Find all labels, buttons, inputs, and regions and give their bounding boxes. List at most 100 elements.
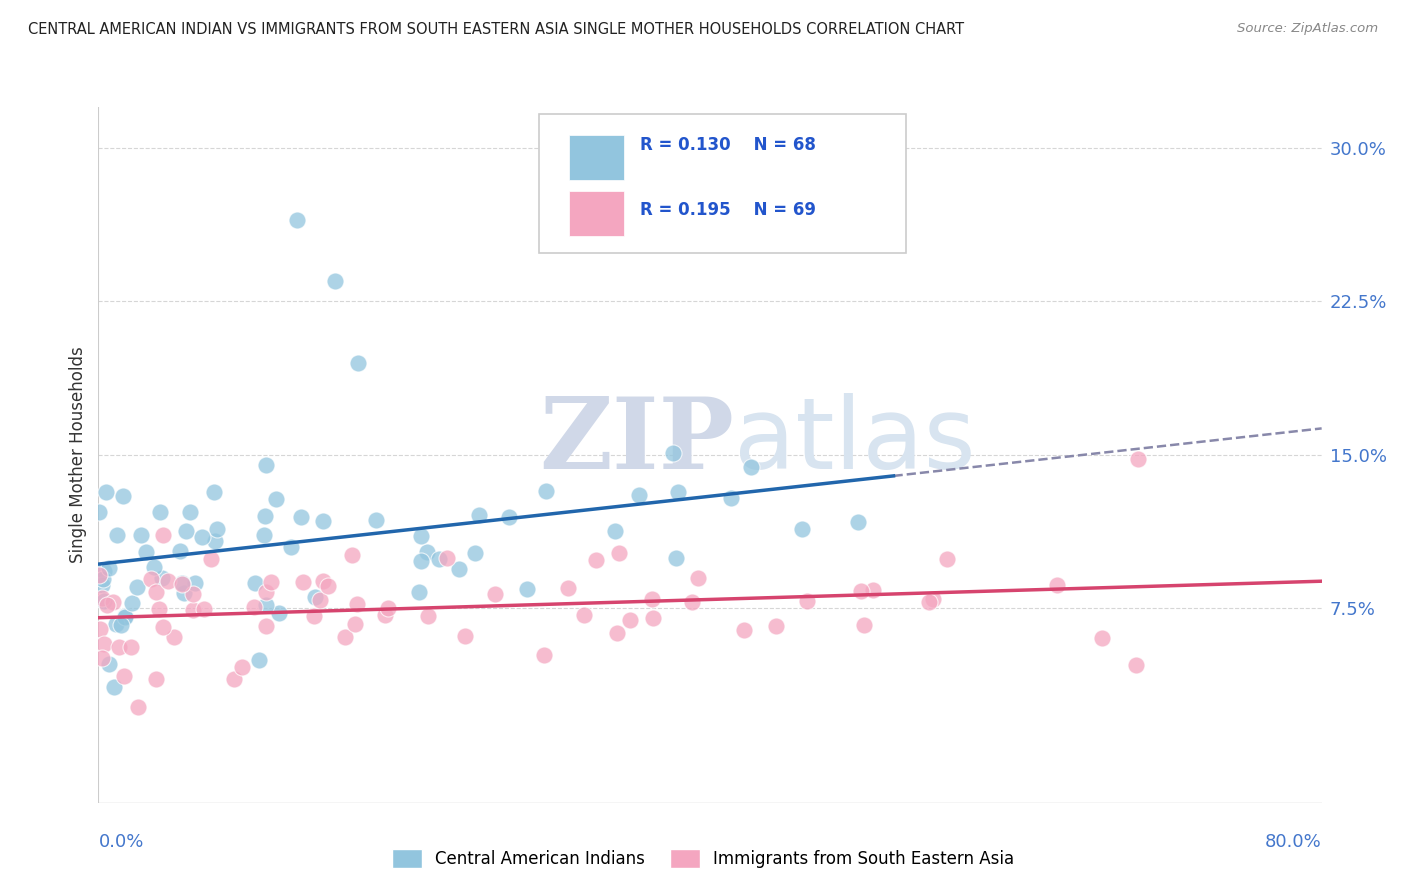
Point xyxy=(292,575,315,590)
Point xyxy=(143,560,166,574)
Point xyxy=(280,540,302,554)
Point xyxy=(254,585,277,599)
Legend: Central American Indians, Immigrants from South Eastern Asia: Central American Indians, Immigrants fro… xyxy=(385,842,1021,875)
Point xyxy=(243,599,266,614)
Point xyxy=(681,595,703,609)
Point xyxy=(427,552,450,566)
Point xyxy=(243,576,266,591)
Point xyxy=(87,505,110,519)
Point xyxy=(254,458,277,473)
Point xyxy=(183,587,205,601)
Point xyxy=(377,601,399,615)
Point xyxy=(112,489,135,503)
Point xyxy=(170,575,193,590)
Point xyxy=(152,620,174,634)
Point xyxy=(936,552,959,566)
Point xyxy=(260,574,283,589)
Point xyxy=(1125,657,1147,672)
Point xyxy=(312,514,335,528)
Text: 80.0%: 80.0% xyxy=(1265,833,1322,852)
Point xyxy=(89,622,111,636)
Point xyxy=(302,609,325,624)
Point xyxy=(139,572,162,586)
Point xyxy=(90,578,112,592)
Point xyxy=(862,582,884,597)
Point xyxy=(103,680,125,694)
Point xyxy=(1091,631,1114,645)
Point xyxy=(93,637,115,651)
Point xyxy=(202,485,225,500)
Point xyxy=(848,515,870,529)
Point xyxy=(720,491,742,506)
Point xyxy=(290,510,312,524)
Text: CENTRAL AMERICAN INDIAN VS IMMIGRANTS FROM SOUTH EASTERN ASIA SINGLE MOTHER HOUS: CENTRAL AMERICAN INDIAN VS IMMIGRANTS FR… xyxy=(28,22,965,37)
Point xyxy=(418,609,440,624)
Point xyxy=(91,591,114,605)
Point xyxy=(853,618,876,632)
Point xyxy=(790,522,813,536)
Point xyxy=(129,528,152,542)
Point xyxy=(190,530,212,544)
Text: ZIP: ZIP xyxy=(540,392,734,490)
Point xyxy=(254,619,277,633)
Text: R = 0.195    N = 69: R = 0.195 N = 69 xyxy=(640,201,817,219)
Text: atlas: atlas xyxy=(734,392,976,490)
Point xyxy=(148,601,170,615)
Point xyxy=(120,640,142,654)
Point xyxy=(304,590,326,604)
Point xyxy=(605,524,627,538)
Point xyxy=(184,576,207,591)
Text: 0.0%: 0.0% xyxy=(98,833,143,852)
Point xyxy=(91,572,114,586)
Point xyxy=(1046,577,1069,591)
Point xyxy=(224,672,246,686)
Point xyxy=(127,700,149,714)
Point xyxy=(174,524,197,538)
Point xyxy=(374,607,396,622)
Point xyxy=(607,546,630,560)
Point xyxy=(112,668,135,682)
Point xyxy=(108,640,131,654)
Point xyxy=(269,606,291,620)
Point xyxy=(179,505,201,519)
Point xyxy=(585,553,607,567)
Point xyxy=(93,565,115,579)
Point xyxy=(661,445,683,459)
Point xyxy=(411,553,433,567)
Point xyxy=(264,491,287,506)
Point xyxy=(619,613,641,627)
FancyBboxPatch shape xyxy=(538,114,905,253)
Point xyxy=(253,528,276,542)
Point xyxy=(193,601,215,615)
Point xyxy=(163,630,186,644)
Point xyxy=(366,513,388,527)
Point xyxy=(627,488,650,502)
Point xyxy=(325,274,347,288)
Point xyxy=(114,608,136,623)
Point xyxy=(169,543,191,558)
Point xyxy=(536,484,558,499)
Point xyxy=(533,648,555,663)
Point xyxy=(125,580,148,594)
Point xyxy=(922,591,945,606)
Point xyxy=(145,585,167,599)
Point xyxy=(170,577,193,591)
Point xyxy=(557,582,579,596)
Point xyxy=(316,579,339,593)
Point xyxy=(200,552,222,566)
Point xyxy=(94,484,117,499)
Point xyxy=(796,594,818,608)
Point xyxy=(342,548,364,562)
Point xyxy=(309,592,332,607)
Point xyxy=(157,574,180,589)
Point xyxy=(464,546,486,560)
Point xyxy=(686,571,709,585)
Y-axis label: Single Mother Households: Single Mother Households xyxy=(69,347,87,563)
Point xyxy=(312,574,335,588)
Point xyxy=(285,212,308,227)
Point xyxy=(87,568,110,582)
Point xyxy=(105,528,128,542)
Point xyxy=(152,528,174,542)
Point xyxy=(150,571,173,585)
Point xyxy=(668,484,690,499)
